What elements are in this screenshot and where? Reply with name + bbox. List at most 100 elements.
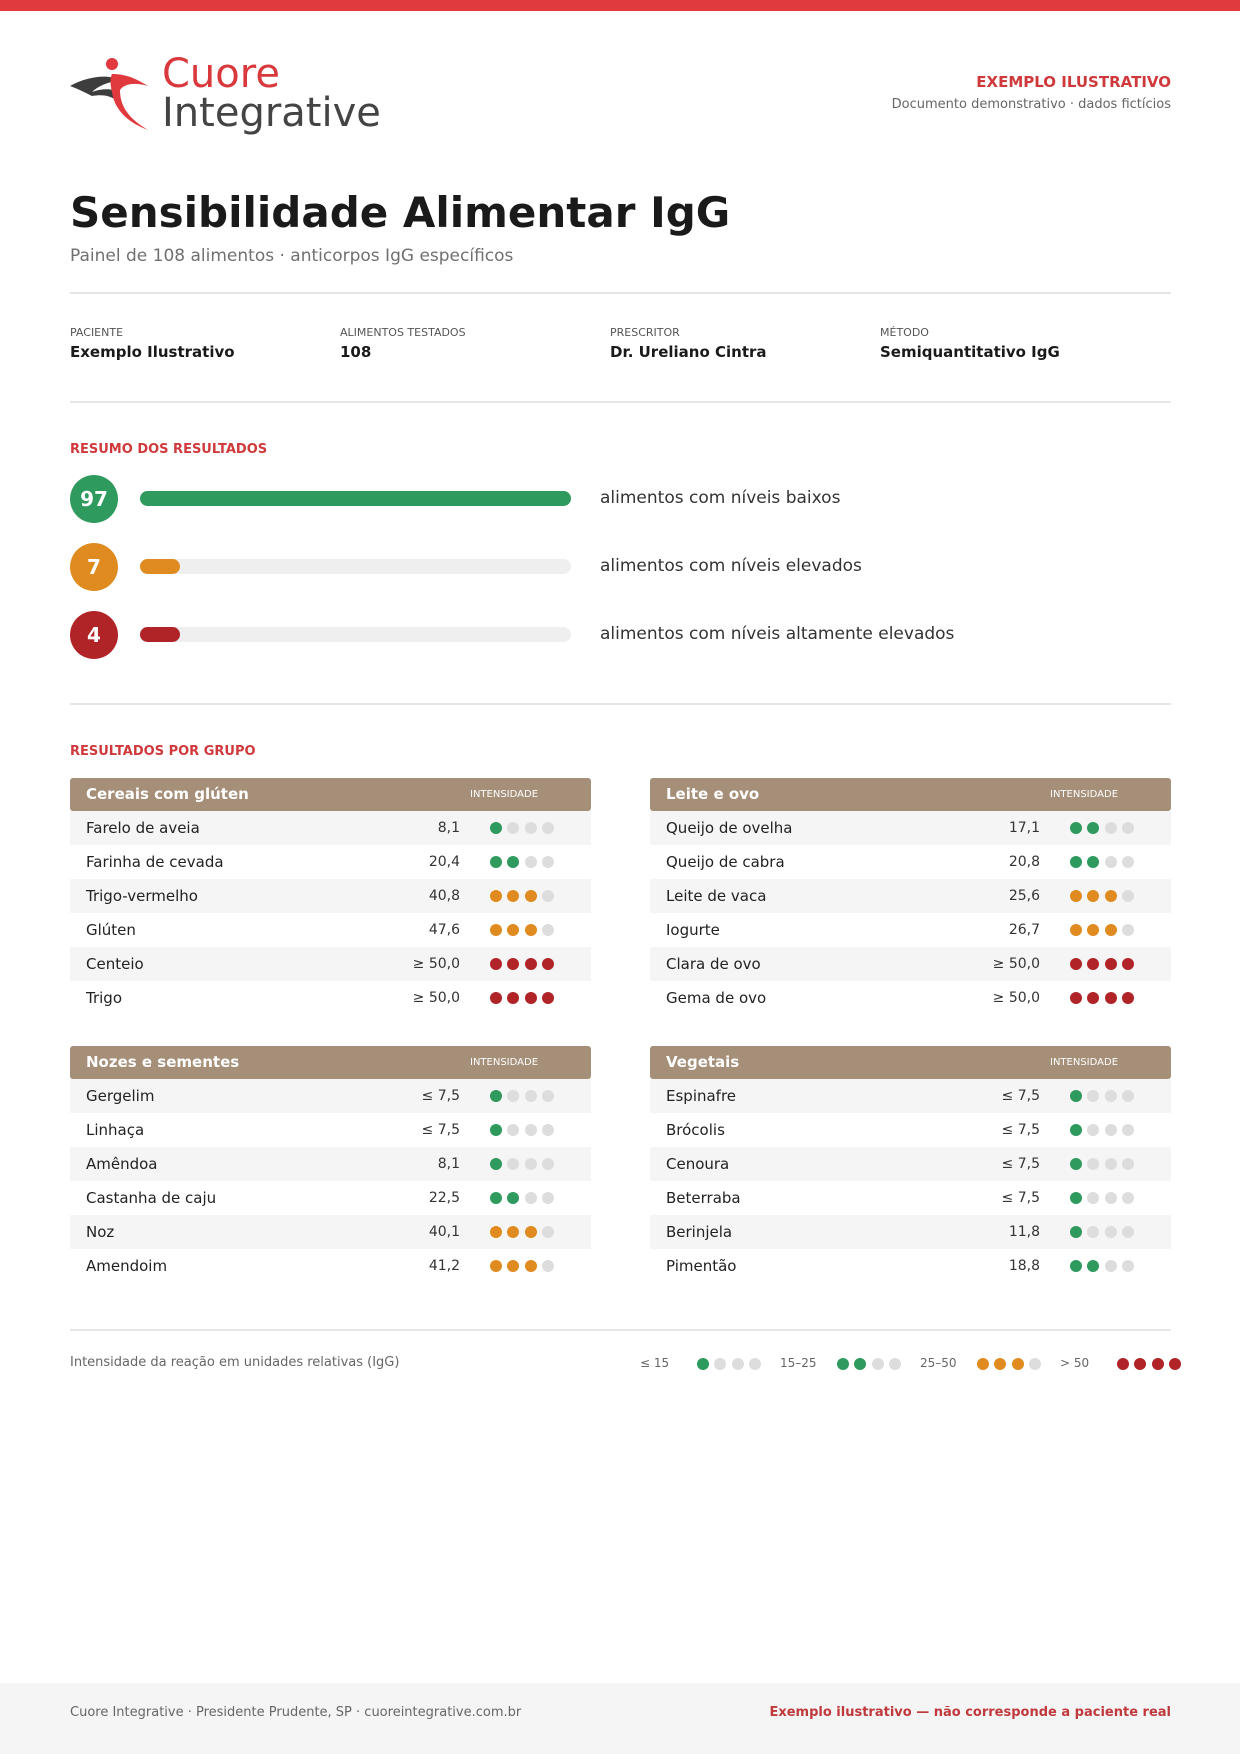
count-badge: 97 xyxy=(70,475,118,523)
info-label: MÉTODO xyxy=(880,326,929,339)
intensity-dot xyxy=(1121,992,1134,1004)
intensity-label: INTENSIDADE xyxy=(1050,1057,1119,1068)
food-name: Espinafre xyxy=(666,1087,737,1105)
food-name: Cenoura xyxy=(666,1155,730,1173)
count-badge: 7 xyxy=(70,543,118,591)
intensity-dot xyxy=(888,1358,901,1370)
legend-range: > 50 xyxy=(1060,1356,1090,1370)
food-value: 25,6 xyxy=(1008,888,1040,904)
food-value: ≤ 7,5 xyxy=(1001,1122,1040,1138)
intensity-dot xyxy=(1121,1226,1134,1238)
food-value: 8,1 xyxy=(437,820,460,836)
food-name: Gergelim xyxy=(86,1087,155,1105)
food-value: ≤ 7,5 xyxy=(421,1088,460,1104)
intensity-dot xyxy=(1104,1124,1117,1136)
badge: EXEMPLO ILUSTRATIVO xyxy=(976,73,1171,91)
info-value: 108 xyxy=(340,343,372,361)
intensity-dot xyxy=(1104,890,1117,902)
info-value: Dr. Ureliano Cintra xyxy=(610,343,767,361)
count-badge: 4 xyxy=(70,611,118,659)
intensity-dot xyxy=(541,822,554,834)
intensity-dot xyxy=(1121,1192,1134,1204)
food-value: 20,4 xyxy=(428,854,460,870)
group-header xyxy=(650,1046,1171,1079)
subtitle: Painel de 108 alimentos · anticorpos IgG… xyxy=(70,246,514,266)
bar xyxy=(140,559,180,574)
intensity-dot xyxy=(1104,1158,1117,1170)
legend-caption: Intensidade da reação em unidades relati… xyxy=(70,1355,400,1370)
intensity-dot xyxy=(507,822,520,834)
intensity-dot xyxy=(1087,890,1100,902)
divider xyxy=(70,1329,1171,1331)
food-value: ≥ 50,0 xyxy=(412,956,460,972)
intensity-dot xyxy=(1087,1124,1100,1136)
intensity-dot xyxy=(507,992,520,1004)
legend-range: 25–50 xyxy=(920,1356,957,1370)
intensity-dot xyxy=(1134,1358,1147,1370)
intensity-dot xyxy=(507,1226,520,1238)
food-name: Centeio xyxy=(86,955,144,973)
intensity-dot xyxy=(507,856,520,868)
intensity-dot xyxy=(1087,1090,1100,1102)
food-name: Farelo de aveia xyxy=(86,819,200,837)
food-value: 17,1 xyxy=(1008,820,1040,836)
intensity-dot xyxy=(731,1358,744,1370)
info-value: Exemplo Ilustrativo xyxy=(70,343,235,361)
intensity-dot xyxy=(1087,992,1100,1004)
intensity-dot xyxy=(541,958,554,970)
intensity-dot xyxy=(1087,924,1100,936)
group-header xyxy=(70,1046,591,1079)
food-value: 41,2 xyxy=(428,1258,460,1274)
intensity-dot xyxy=(1117,1358,1129,1370)
footer-right: Exemplo ilustrativo — não corresponde a … xyxy=(769,1705,1171,1720)
row-bg xyxy=(650,947,1171,981)
intensity-dot xyxy=(541,1158,554,1170)
divider xyxy=(70,401,1171,403)
intensity-dot xyxy=(714,1358,727,1370)
food-name: Castanha de caju xyxy=(86,1189,217,1207)
food-name: Linhaça xyxy=(86,1121,145,1139)
intensity-dot xyxy=(1104,822,1117,834)
food-name: Farinha de cevada xyxy=(86,853,224,871)
row-bg xyxy=(70,879,591,913)
food-name: Trigo xyxy=(86,989,122,1007)
intensity-dot xyxy=(1151,1358,1164,1370)
intensity-dot xyxy=(507,890,520,902)
food-value: 26,7 xyxy=(1008,922,1040,938)
bar-track xyxy=(140,559,571,574)
food-value: 8,1 xyxy=(437,1156,460,1172)
intensity-dot xyxy=(490,1090,502,1102)
intensity-dot xyxy=(524,890,537,902)
intensity-dot xyxy=(490,992,502,1004)
intensity-dot xyxy=(1121,1260,1134,1272)
intensity-dot xyxy=(1070,1226,1082,1238)
bar xyxy=(140,491,571,506)
count: 4 xyxy=(87,623,101,647)
intensity-dot xyxy=(524,856,537,868)
intensity-dot xyxy=(1104,1226,1117,1238)
group-name: Nozes e sementes xyxy=(86,1053,240,1071)
intensity-dot xyxy=(524,822,537,834)
row-bg xyxy=(70,1215,591,1249)
intensity-dot xyxy=(1070,1192,1082,1204)
intensity-dot xyxy=(1011,1358,1024,1370)
intensity-dot xyxy=(1087,958,1100,970)
intensity-dot xyxy=(507,924,520,936)
row-bg xyxy=(70,811,591,845)
divider xyxy=(70,703,1171,705)
intensity-dot xyxy=(490,1124,502,1136)
intensity-dot xyxy=(1070,822,1082,834)
intensity-dot xyxy=(490,822,502,834)
intensity-dot xyxy=(490,1260,502,1272)
food-name: Trigo-vermelho xyxy=(86,887,198,905)
count: 7 xyxy=(87,555,101,579)
logo-text-bottom: Integrative xyxy=(162,90,381,136)
info-label: PRESCRITOR xyxy=(610,326,680,339)
intensity-dot xyxy=(977,1358,989,1370)
food-name: Iogurte xyxy=(666,921,720,939)
badge-note: Documento demonstrativo · dados fictício… xyxy=(891,97,1171,112)
food-value: ≤ 7,5 xyxy=(1001,1088,1040,1104)
food-value: 11,8 xyxy=(1008,1224,1040,1240)
food-name: Queijo de ovelha xyxy=(666,819,793,837)
intensity-dot xyxy=(1104,1192,1117,1204)
